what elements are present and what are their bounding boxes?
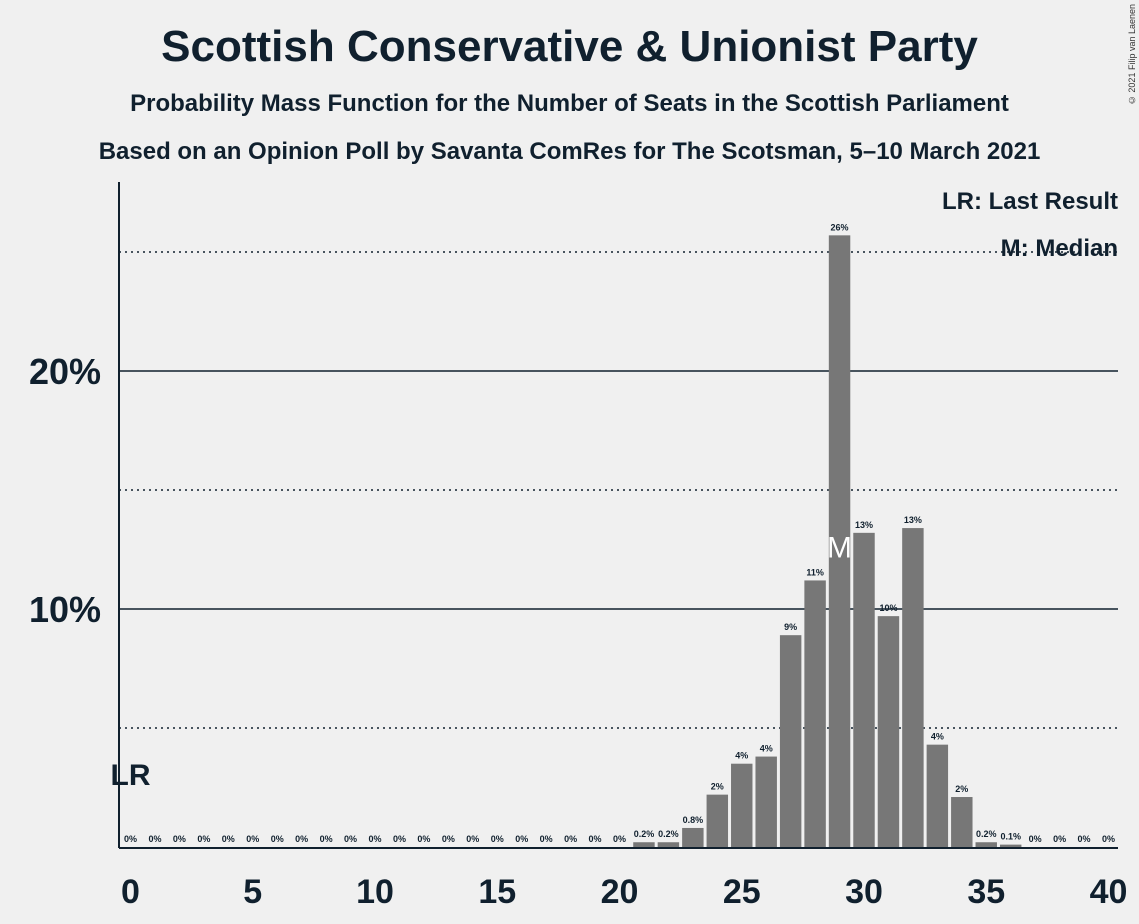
- bar-label: 0.2%: [976, 829, 997, 839]
- bar-seat-21: [633, 842, 655, 847]
- bar-seat-28: [804, 580, 826, 847]
- bar-label: 0%: [1102, 834, 1115, 844]
- chart-title: Scottish Conservative & Unionist Party: [161, 22, 978, 71]
- bar-label: 0.1%: [1000, 832, 1021, 842]
- x-tick-label: 25: [723, 873, 761, 911]
- x-tick-label: 40: [1090, 873, 1128, 911]
- bar-seat-22: [657, 842, 680, 847]
- bar-seat-29: [828, 235, 851, 848]
- bar-label: 0%: [466, 834, 479, 844]
- x-tick-label: 0: [121, 873, 140, 911]
- bar-seat-27: [779, 635, 802, 847]
- median-marker: M: [827, 531, 852, 564]
- bar-label: 0%: [197, 834, 210, 844]
- bar-seat-30: [853, 532, 875, 847]
- bar-seat-26: [755, 756, 777, 847]
- bar-label: 0%: [320, 834, 333, 844]
- bar-seat-31: [877, 616, 900, 847]
- last-result-marker: LR: [111, 759, 151, 792]
- bar-label: 0.8%: [683, 815, 704, 825]
- bar-label: 2%: [955, 784, 968, 794]
- bar-label: 26%: [831, 222, 849, 232]
- bar-label: 0%: [368, 834, 381, 844]
- bar-label: 0%: [124, 834, 137, 844]
- bar-label: 9%: [784, 622, 797, 632]
- bar-label: 4%: [735, 751, 748, 761]
- bar-seat-32: [902, 528, 924, 847]
- bar-label: 2%: [711, 782, 724, 792]
- bar-labels: 0% 0% 0% 0% 0% 0% 0% 0% 0% 0% 0% 0% 0% 0% 0% 0% 0% 0% 0% 0%…: [111, 222, 1116, 844]
- bar-label: 0%: [564, 834, 577, 844]
- bar-label: 0%: [173, 834, 186, 844]
- bar-label: 4%: [931, 732, 944, 742]
- chart-source: Based on an Opinion Poll by Savanta ComR…: [98, 138, 1041, 165]
- bar-label: 13%: [855, 520, 873, 530]
- bar-label: 0%: [589, 834, 602, 844]
- bar-label: 4%: [760, 744, 773, 754]
- bar-label: 0%: [1053, 834, 1066, 844]
- chart-subtitle: Probability Mass Function for the Number…: [130, 90, 1009, 117]
- bar-label: 0%: [393, 834, 406, 844]
- bar-seat-24: [706, 794, 729, 847]
- bar-label: 0%: [1078, 834, 1091, 844]
- x-tick-label: 30: [845, 873, 883, 911]
- bar-seat-23: [682, 827, 704, 847]
- bar-label: 0.2%: [634, 829, 655, 839]
- axes: 0 5 10 15 20 25 30 35 40 10% 20%: [29, 182, 1127, 911]
- bar-label: 0%: [295, 834, 308, 844]
- y-tick-label: 20%: [29, 351, 101, 392]
- bar-label: 10%: [879, 603, 897, 613]
- bar-label: 0%: [491, 834, 504, 844]
- gridlines: [119, 251, 1118, 729]
- bar-seat-34: [951, 797, 973, 847]
- bar-label: 0%: [515, 834, 528, 844]
- x-tick-label: 20: [601, 873, 639, 911]
- bar-label: 0%: [540, 834, 553, 844]
- bar-label: 0%: [271, 834, 284, 844]
- legend-last-result: LR: Last Result: [942, 188, 1118, 215]
- y-tick-label: 10%: [29, 589, 101, 630]
- x-tick-label: 15: [478, 873, 516, 911]
- bar-label: 0%: [442, 834, 455, 844]
- bar-seat-35: [975, 842, 997, 847]
- bar-label: 0%: [417, 834, 430, 844]
- bar-label: 0.2%: [658, 829, 679, 839]
- bar-label: 11%: [806, 567, 824, 577]
- bar-seat-25: [731, 763, 753, 847]
- x-tick-label: 10: [356, 873, 394, 911]
- bar-label: 0%: [613, 834, 626, 844]
- bars: [633, 235, 1022, 848]
- bar-label: 0%: [246, 834, 259, 844]
- legend-median: M: Median: [1001, 235, 1118, 262]
- bar-label: 0%: [222, 834, 235, 844]
- x-tick-label: 5: [243, 873, 262, 911]
- bar-label: 0%: [1029, 834, 1042, 844]
- bar-seat-36: [999, 844, 1022, 847]
- bar-label: 0%: [344, 834, 357, 844]
- x-tick-label: 35: [967, 873, 1005, 911]
- bar-seat-33: [926, 744, 949, 847]
- bar-label: 0%: [148, 834, 161, 844]
- bar-label: 13%: [904, 515, 922, 525]
